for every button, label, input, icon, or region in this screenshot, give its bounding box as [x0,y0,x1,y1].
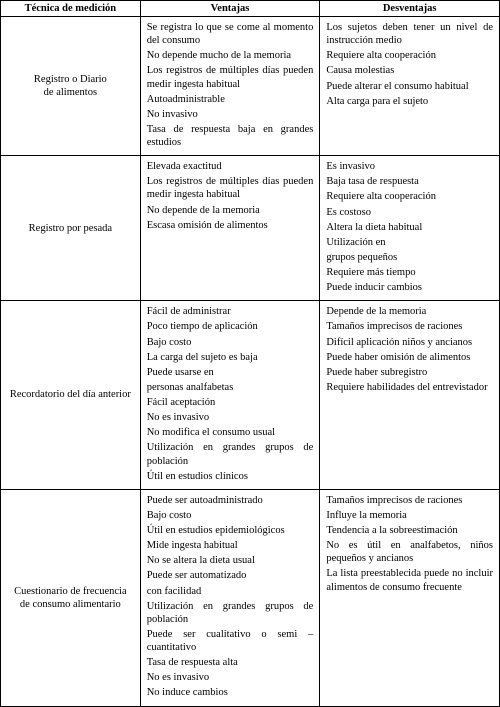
ventaja-item: La carga del sujeto es baja [147,351,314,364]
tecnica-cell: Registro o Diariode alimentos [1,17,141,156]
desventaja-item: Puede alterar el consumo habitual [326,80,493,93]
desventajas-cell: Los sujetos deben tener un nivel de inst… [320,17,500,156]
tecnica-line: Cuestionario de frecuencia [5,585,136,598]
ventaja-item: No es invasivo [147,411,314,424]
desventaja-item: Causa molestias [326,64,493,77]
ventaja-item: Fácil de administrar [147,305,314,318]
tecnica-line: Registro o Diario [5,73,136,86]
ventajas-cell: Fácil de administrar Poco tiempo de aplic… [140,301,320,490]
ventaja-item: Puede ser autoadministrado [147,494,314,507]
desventaja-item: Requiere más tiempo [326,266,493,279]
ventaja-item: Los registros de múltiples días pueden m… [147,64,314,90]
desventaja-item: Es costoso [326,206,493,219]
desventaja-item: Los sujetos deben tener un nivel de inst… [326,21,493,47]
desventaja-item: Es invasivo [326,160,493,173]
tecnica-cell: Registro por pesada [1,156,141,301]
ventaja-item: Mide ingesta habitual [147,539,314,552]
ventaja-item: No se altera la dieta usual [147,554,314,567]
ventaja-item: No invasivo [147,108,314,121]
table-row: Cuestionario de frecuenciade consumo ali… [1,489,500,706]
ventaja-item: Elevada exactitud [147,160,314,173]
ventajas-cell: Puede ser autoadministrado Bajo costo Útil… [140,489,320,706]
desventaja-item: Puede haber omisión de alimentos [326,351,493,364]
ventaja-item: Utilización en grandes grupos de poblaci… [147,600,314,626]
comparison-table: Técnica de medición Ventajas Desventajas… [0,0,500,707]
table-row: Registro por pesada Elevada exactitud Los … [1,156,500,301]
ventaja-item: con facilidad [147,585,314,598]
desventaja-item: La lista preestablecida puede no incluir… [326,567,493,593]
desventaja-item: Utilización en [326,236,493,249]
desventaja-item: Puede haber subregistro [326,366,493,379]
ventaja-item: Bajo costo [147,509,314,522]
ventaja-item: No depende mucho de la memoria [147,49,314,62]
desventaja-item: Influye la memoria [326,509,493,522]
ventaja-item: Bajo costo [147,336,314,349]
header-tecnica: Técnica de medición [1,1,141,17]
desventajas-cell: Depende de la memoria Tamaños imprecisos … [320,301,500,490]
desventaja-item: Baja tasa de respuesta [326,175,493,188]
desventaja-item: Altera la dieta habitual [326,221,493,234]
header-ventajas: Ventajas [140,1,320,17]
ventaja-item: Fácil aceptación [147,396,314,409]
ventaja-item: Puede ser automatizado [147,569,314,582]
ventaja-item: Puede ser cualitativo o semi – cuantitat… [147,628,314,654]
ventaja-item: Utilización en grandes grupos de poblaci… [147,441,314,467]
desventaja-item: grupos pequeños [326,251,493,264]
ventaja-item: Puede usarse en [147,366,314,379]
desventaja-item: Alta carga para el sujeto [326,95,493,108]
tecnica-cell: Cuestionario de frecuenciade consumo ali… [1,489,141,706]
desventajas-cell: Es invasivo Baja tasa de respuesta Requier… [320,156,500,301]
ventaja-item: Tasa de respuesta alta [147,656,314,669]
ventaja-item: Útil en estudios epidemiológicos [147,524,314,537]
tecnica-line: de alimentos [5,86,136,99]
desventaja-item: Requiere alta cooperación [326,49,493,62]
desventaja-item: Puede inducir cambios [326,281,493,294]
tecnica-line: Recordatorio del día anterior [5,388,136,401]
tecnica-line: de consumo alimentario [5,598,136,611]
ventajas-cell: Se registra lo que se come al momento de… [140,17,320,156]
ventaja-item: Tasa de respuesta baja en grandes estudi… [147,123,314,149]
tecnica-line: Registro por pesada [5,222,136,235]
desventaja-item: Depende de la memoria [326,305,493,318]
ventaja-item: Escasa omisión de alimentos [147,219,314,232]
ventaja-item: Los registros de múltiples días pueden m… [147,175,314,201]
ventaja-item: personas analfabetas [147,381,314,394]
table-row: Registro o Diariode alimentosSe registra… [1,17,500,156]
desventaja-item: Requiere alta cooperación [326,190,493,203]
ventaja-item: No induce cambios [147,686,314,699]
ventaja-item: No modifica el consumo usual [147,426,314,439]
table-header-row: Técnica de medición Ventajas Desventajas [1,1,500,17]
ventaja-item: No es invasivo [147,671,314,684]
desventaja-item: Difícil aplicación niños y ancianos [326,336,493,349]
desventaja-item: No es útil en analfabetos, niños pequeño… [326,539,493,565]
ventaja-item: No depende de la memoria [147,204,314,217]
desventaja-item: Tendencia a la sobreestimación [326,524,493,537]
desventaja-item: Requiere habilidades del entrevistador [326,381,493,394]
ventaja-item: Autoadministrable [147,93,314,106]
ventaja-item: Poco tiempo de aplicación [147,320,314,333]
desventajas-cell: Tamaños imprecisos de raciones Influye la… [320,489,500,706]
header-desventajas: Desventajas [320,1,500,17]
desventaja-item: Tamaños imprecisos de raciones [326,320,493,333]
ventaja-item: Se registra lo que se come al momento de… [147,21,314,47]
desventaja-item: Tamaños imprecisos de raciones [326,494,493,507]
ventaja-item: Útil en estudios clínicos [147,470,314,483]
table-body: Registro o Diariode alimentosSe registra… [1,17,500,707]
tecnica-cell: Recordatorio del día anterior [1,301,141,490]
table-row: Recordatorio del día anterior Fácil de ad… [1,301,500,490]
ventajas-cell: Elevada exactitud Los registros de múltip… [140,156,320,301]
